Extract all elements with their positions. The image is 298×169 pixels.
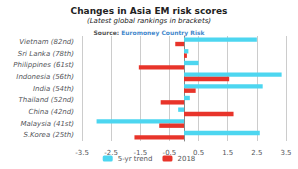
svg-text:(Latest global rankings in bra: (Latest global rankings in brackets) bbox=[87, 17, 211, 25]
svg-text:Sri Lanka (78th): Sri Lanka (78th) bbox=[18, 50, 75, 58]
svg-text:0.5: 0.5 bbox=[193, 148, 205, 157]
svg-text:Thailand (52nd): Thailand (52nd) bbox=[18, 96, 74, 104]
svg-text:5-yr trend: 5-yr trend bbox=[118, 155, 153, 163]
svg-text:China (42nd): China (42nd) bbox=[29, 108, 75, 116]
svg-text:Malaysia (41st): Malaysia (41st) bbox=[20, 120, 74, 128]
svg-text:-3.5: -3.5 bbox=[75, 149, 89, 157]
svg-text:1.5: 1.5 bbox=[222, 149, 233, 157]
svg-text:Indonesia (56th): Indonesia (56th) bbox=[16, 73, 74, 81]
svg-text:-0.5: -0.5 bbox=[163, 149, 177, 157]
svg-text:Changes in Asia EM risk scores: Changes in Asia EM risk scores bbox=[71, 6, 228, 16]
svg-text:Euromoney Country Risk: Euromoney Country Risk bbox=[121, 29, 205, 37]
svg-text:Source:: Source: bbox=[93, 29, 121, 36]
svg-text:India (54th): India (54th) bbox=[33, 85, 74, 93]
svg-text:Vietnam (82nd): Vietnam (82nd) bbox=[19, 38, 74, 46]
svg-text:2.5: 2.5 bbox=[251, 149, 262, 157]
svg-text:3.5: 3.5 bbox=[280, 149, 291, 157]
svg-text:Philippines (61st): Philippines (61st) bbox=[13, 61, 74, 69]
svg-text:S.Korea (25th): S.Korea (25th) bbox=[23, 131, 74, 139]
svg-text:2018: 2018 bbox=[177, 155, 195, 163]
svg-text:-2.5: -2.5 bbox=[104, 149, 118, 157]
svg-text:-1.5: -1.5 bbox=[133, 148, 148, 157]
